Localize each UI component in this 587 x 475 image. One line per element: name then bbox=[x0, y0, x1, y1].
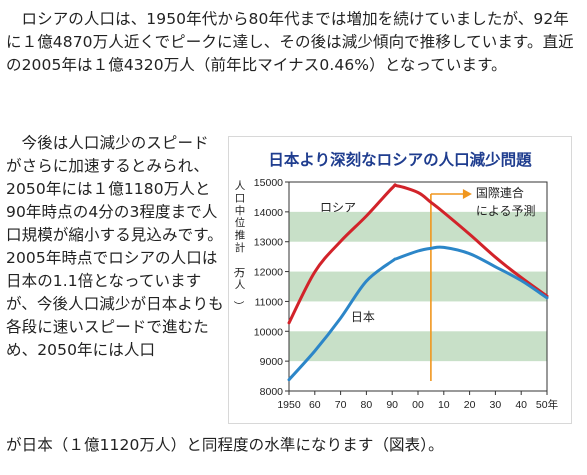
y-tick-label: 15000 bbox=[254, 177, 283, 189]
grid-band bbox=[289, 271, 547, 302]
x-tick-label: 30 bbox=[490, 399, 502, 411]
x-tick-label: 1950 bbox=[277, 399, 301, 411]
x-tick-label: 00 bbox=[412, 399, 424, 411]
chart-title: 日本より深刻なロシアの人口減少問題 bbox=[268, 150, 532, 169]
series-label-russia: ロシア bbox=[320, 200, 356, 214]
forecast-paragraph-tail: が日本（１億1120万人）と同程度の水準になります（図表）。 bbox=[6, 436, 444, 454]
x-tick-label: 70 bbox=[335, 399, 347, 411]
series-line-japan bbox=[287, 245, 549, 382]
series-label-japan: 日本 bbox=[351, 310, 375, 324]
forecast-label-line2: による予測 bbox=[476, 204, 536, 218]
grid-band bbox=[289, 211, 547, 242]
y-tick-label: 10000 bbox=[254, 326, 283, 338]
y-tick-label: 11000 bbox=[255, 296, 284, 308]
y-tick-label: 13000 bbox=[254, 237, 283, 249]
y-tick-label: 14000 bbox=[254, 207, 283, 219]
series-line-russia bbox=[287, 183, 549, 325]
y-axis-label: 人口中位推計（万人） bbox=[232, 180, 246, 311]
y-tick-label: 8000 bbox=[260, 386, 284, 398]
grid-band bbox=[289, 331, 547, 362]
x-tick-label: 60 bbox=[309, 399, 321, 411]
forecast-label-line1: 国際連合 bbox=[476, 185, 524, 200]
x-tick-label: 40 bbox=[515, 399, 527, 411]
x-tick-label: 20 bbox=[464, 399, 476, 411]
population-chart: 日本より深刻なロシアの人口減少問題 8000 9000 10000 11000 1200… bbox=[228, 136, 572, 424]
forecast-arrow-head bbox=[462, 189, 472, 199]
chart-canvas: 日本より深刻なロシアの人口減少問題 8000900010000110001200… bbox=[232, 150, 558, 411]
forecast-paragraph: 今後は人口減少のスピードがさらに加速するとみられ、2050年には１億1180万人… bbox=[6, 134, 224, 359]
x-tick-label: 50年 bbox=[536, 398, 558, 411]
x-tick-label: 90 bbox=[386, 399, 398, 411]
y-tick-label: 9000 bbox=[260, 356, 284, 368]
y-tick-label: 12000 bbox=[254, 267, 283, 279]
intro-paragraph: ロシアの人口は、1950年代から80年代までは増加を続けていましたが、92年に１… bbox=[6, 10, 574, 74]
x-tick-label: 10 bbox=[438, 399, 450, 411]
x-tick-label: 80 bbox=[361, 399, 373, 411]
